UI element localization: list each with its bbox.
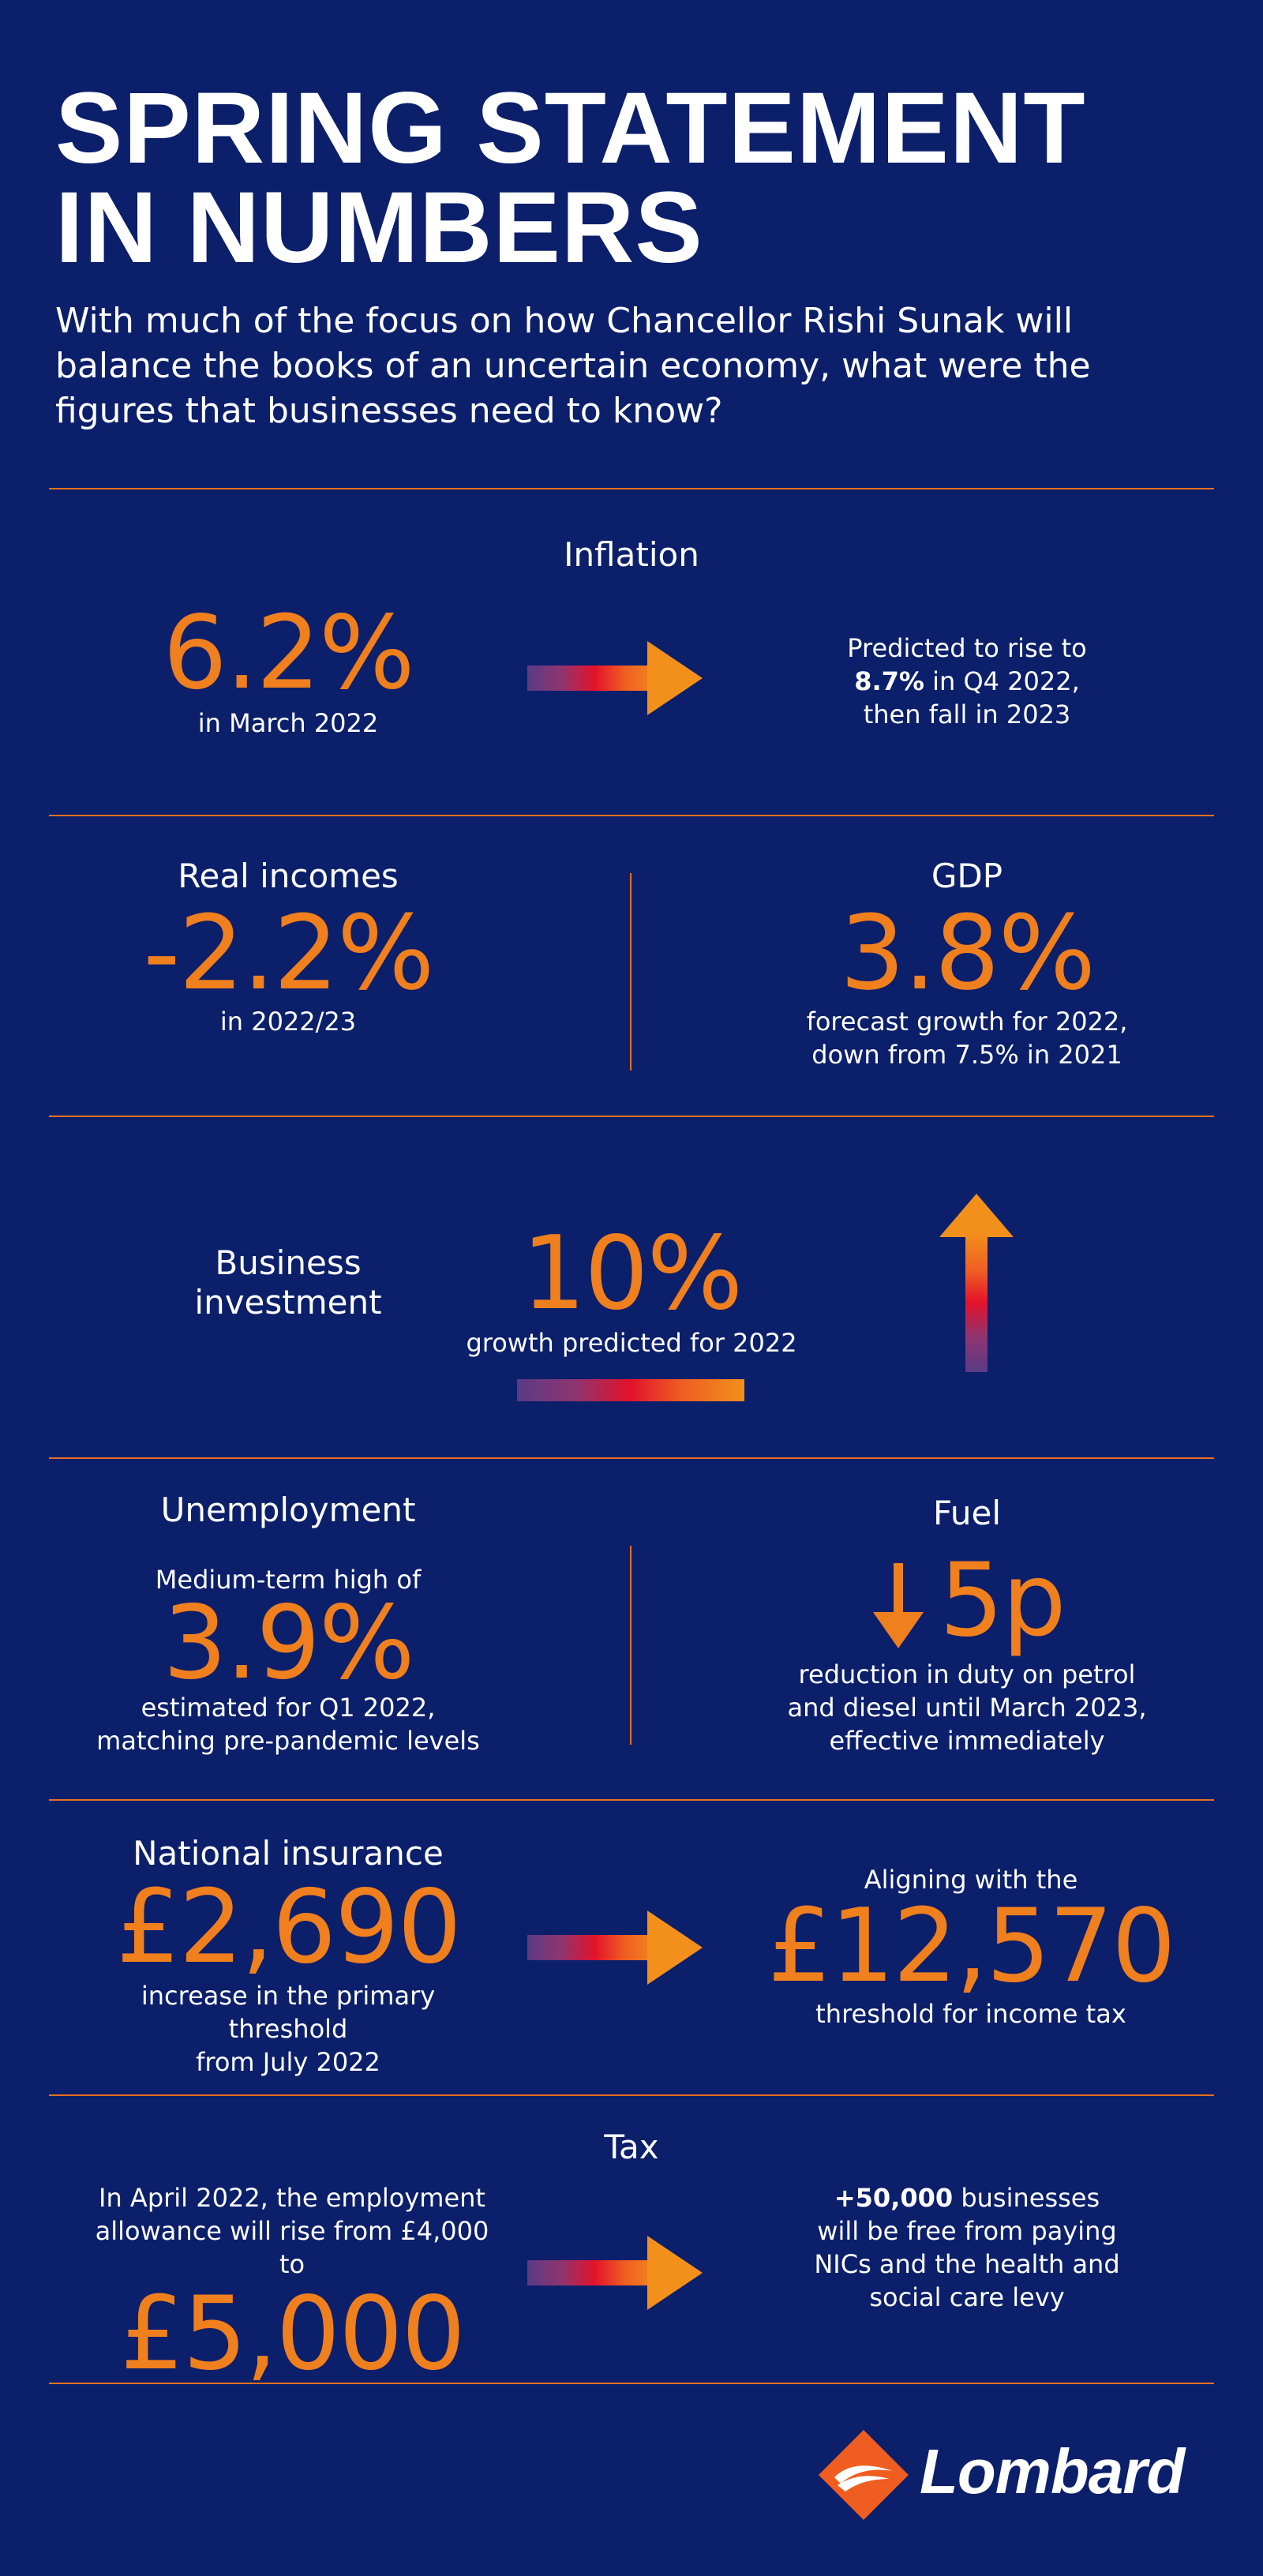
gdp-caption-line-2: down from 7.5% in 2021 xyxy=(811,1040,1122,1070)
inflation-caption: in March 2022 xyxy=(197,708,379,738)
national-insurance-caption-line-2: from July 2022 xyxy=(196,2047,380,2077)
unemployment-value: 3.9% xyxy=(163,1584,414,1702)
arrow-up-icon xyxy=(939,1194,1014,1372)
real-incomes-value: -2.2% xyxy=(143,893,434,1013)
fuel-value: 5p xyxy=(939,1542,1066,1659)
divider xyxy=(49,2094,1214,2096)
unemployment-caption-line-2: matching pre-pandemic levels xyxy=(96,1726,480,1756)
tax-allowance-block: In April 2022, the employment allowance … xyxy=(79,2181,505,2388)
fuel-label: Fuel xyxy=(933,1494,1001,1532)
fuel-caption-line-1: reduction in duty on petrol xyxy=(798,1659,1136,1689)
arrow-head xyxy=(647,641,703,715)
divider xyxy=(49,1116,1214,1117)
divider xyxy=(49,488,1214,489)
arrow-shaft xyxy=(527,1935,661,1960)
business-investment-caption: growth predicted for 2022 xyxy=(466,1328,797,1358)
tax-businesses-line-4: social care levy xyxy=(869,2282,1065,2312)
income-tax-threshold-prefix: Aligning with the xyxy=(864,1865,1078,1895)
fuel-value-row: 5p xyxy=(867,1547,1104,1658)
tax-label-block: Tax xyxy=(474,2128,789,2167)
growth-bar xyxy=(517,1379,744,1401)
real-incomes-block: Real incomes -2.2% in 2022/23 xyxy=(111,857,466,1038)
real-incomes-label: Real incomes xyxy=(178,857,399,895)
tax-allowance-value: £5,000 xyxy=(120,2275,466,2393)
gdp-block: GDP 3.8% forecast growth for 2022, down … xyxy=(789,857,1145,1071)
tax-businesses-block: +50,000 businesses will be free from pay… xyxy=(789,2181,1145,2314)
gdp-value: 3.8% xyxy=(839,893,1096,1013)
inflation-value-block: 6.2% in March 2022 xyxy=(126,600,450,740)
title-line-1: SPRING STATEMENT xyxy=(55,72,1086,185)
arrow-down-icon xyxy=(873,1563,924,1648)
vertical-divider xyxy=(630,873,632,1071)
brand-name: Lombard xyxy=(920,2436,1185,2507)
title-line-2: IN NUMBERS xyxy=(55,171,703,284)
inflation-label: Inflation xyxy=(564,535,699,574)
divider xyxy=(49,1799,1214,1801)
unemployment-caption-line-1: estimated for Q1 2022, xyxy=(141,1693,436,1723)
national-insurance-caption-line-1: increase in the primary threshold xyxy=(141,1981,436,2044)
national-insurance-label: National insurance xyxy=(133,1834,444,1873)
arrow-head xyxy=(647,2236,703,2310)
inflation-label-block: Inflation xyxy=(474,535,789,575)
gdp-caption-line-1: forecast growth for 2022, xyxy=(806,1007,1128,1037)
tax-businesses-line-1: +50,000 businesses xyxy=(789,2181,1145,2214)
tax-allowance-line-2: allowance will rise from £4,000 to xyxy=(95,2216,489,2279)
unemployment-label: Unemployment xyxy=(160,1490,416,1529)
vertical-divider xyxy=(630,1546,632,1745)
arrow-up-head xyxy=(939,1194,1014,1237)
arrow-head xyxy=(647,1910,703,1985)
business-investment-label-line-1: Business xyxy=(215,1243,362,1282)
national-insurance-block: National insurance £2,690 increase in th… xyxy=(79,1834,497,2079)
arrow-right-icon xyxy=(527,641,703,715)
business-investment-label: Business investment xyxy=(142,1243,434,1322)
tax-businesses-bold: +50,000 xyxy=(834,2183,954,2213)
lombard-logo: Lombard xyxy=(817,2428,1196,2520)
business-investment-value: 10% xyxy=(521,1215,744,1333)
divider xyxy=(49,2383,1214,2384)
inflation-prediction-rest: in Q4 2022, xyxy=(924,666,1080,696)
lombard-logo-icon xyxy=(819,2430,909,2520)
arrow-right-icon xyxy=(527,2236,703,2310)
income-tax-threshold-caption: threshold for income tax xyxy=(815,1999,1126,2029)
arrow-shaft xyxy=(527,666,661,691)
income-tax-threshold-block: Aligning with the £12,570 threshold for … xyxy=(742,1863,1200,2030)
fuel-caption-line-3: effective immediately xyxy=(829,1726,1105,1756)
inflation-prediction-line-2: 8.7% in Q4 2022, xyxy=(789,665,1145,698)
inflation-prediction-bold: 8.7% xyxy=(854,666,924,696)
national-insurance-value: £2,690 xyxy=(116,1869,462,1986)
fuel-caption: reduction in duty on petrol and diesel u… xyxy=(774,1658,1160,1757)
business-investment-value-block: 10% growth predicted for 2022 xyxy=(458,1222,805,1359)
business-investment-label-line-2: investment xyxy=(194,1283,382,1322)
divider xyxy=(49,1457,1214,1459)
inflation-prediction-line-3: then fall in 2023 xyxy=(863,699,1071,729)
inflation-value: 6.2% xyxy=(163,594,414,712)
arrow-right-icon xyxy=(527,1910,703,1985)
income-tax-threshold-value: £12,570 xyxy=(767,1888,1175,2005)
arrow-shaft xyxy=(527,2260,661,2285)
gdp-label: GDP xyxy=(931,857,1003,895)
inflation-prediction-line-1: Predicted to rise to xyxy=(847,633,1087,663)
page-title: SPRING STATEMENT IN NUMBERS xyxy=(55,72,1160,284)
tax-allowance-line-1: In April 2022, the employment xyxy=(99,2183,485,2213)
fuel-block: Fuel xyxy=(789,1494,1145,1533)
tax-businesses-line-3: NICs and the health and xyxy=(814,2249,1120,2279)
fuel-caption-line-2: and diesel until March 2023, xyxy=(787,1693,1147,1723)
unemployment-block: Unemployment Medium-term high of 3.9% es… xyxy=(95,1490,482,1757)
inflation-prediction: Predicted to rise to 8.7% in Q4 2022, th… xyxy=(789,632,1145,731)
arrow-up-shaft xyxy=(965,1233,988,1372)
tax-label: Tax xyxy=(604,2128,659,2166)
divider xyxy=(49,815,1214,816)
real-incomes-caption: in 2022/23 xyxy=(219,1007,357,1037)
tax-businesses-line-2: will be free from paying xyxy=(817,2216,1117,2246)
unemployment-prefix: Medium-term high of xyxy=(155,1565,422,1595)
tax-businesses-rest: businesses xyxy=(953,2183,1100,2213)
intro-text: With much of the focus on how Chancellor… xyxy=(55,301,1091,431)
